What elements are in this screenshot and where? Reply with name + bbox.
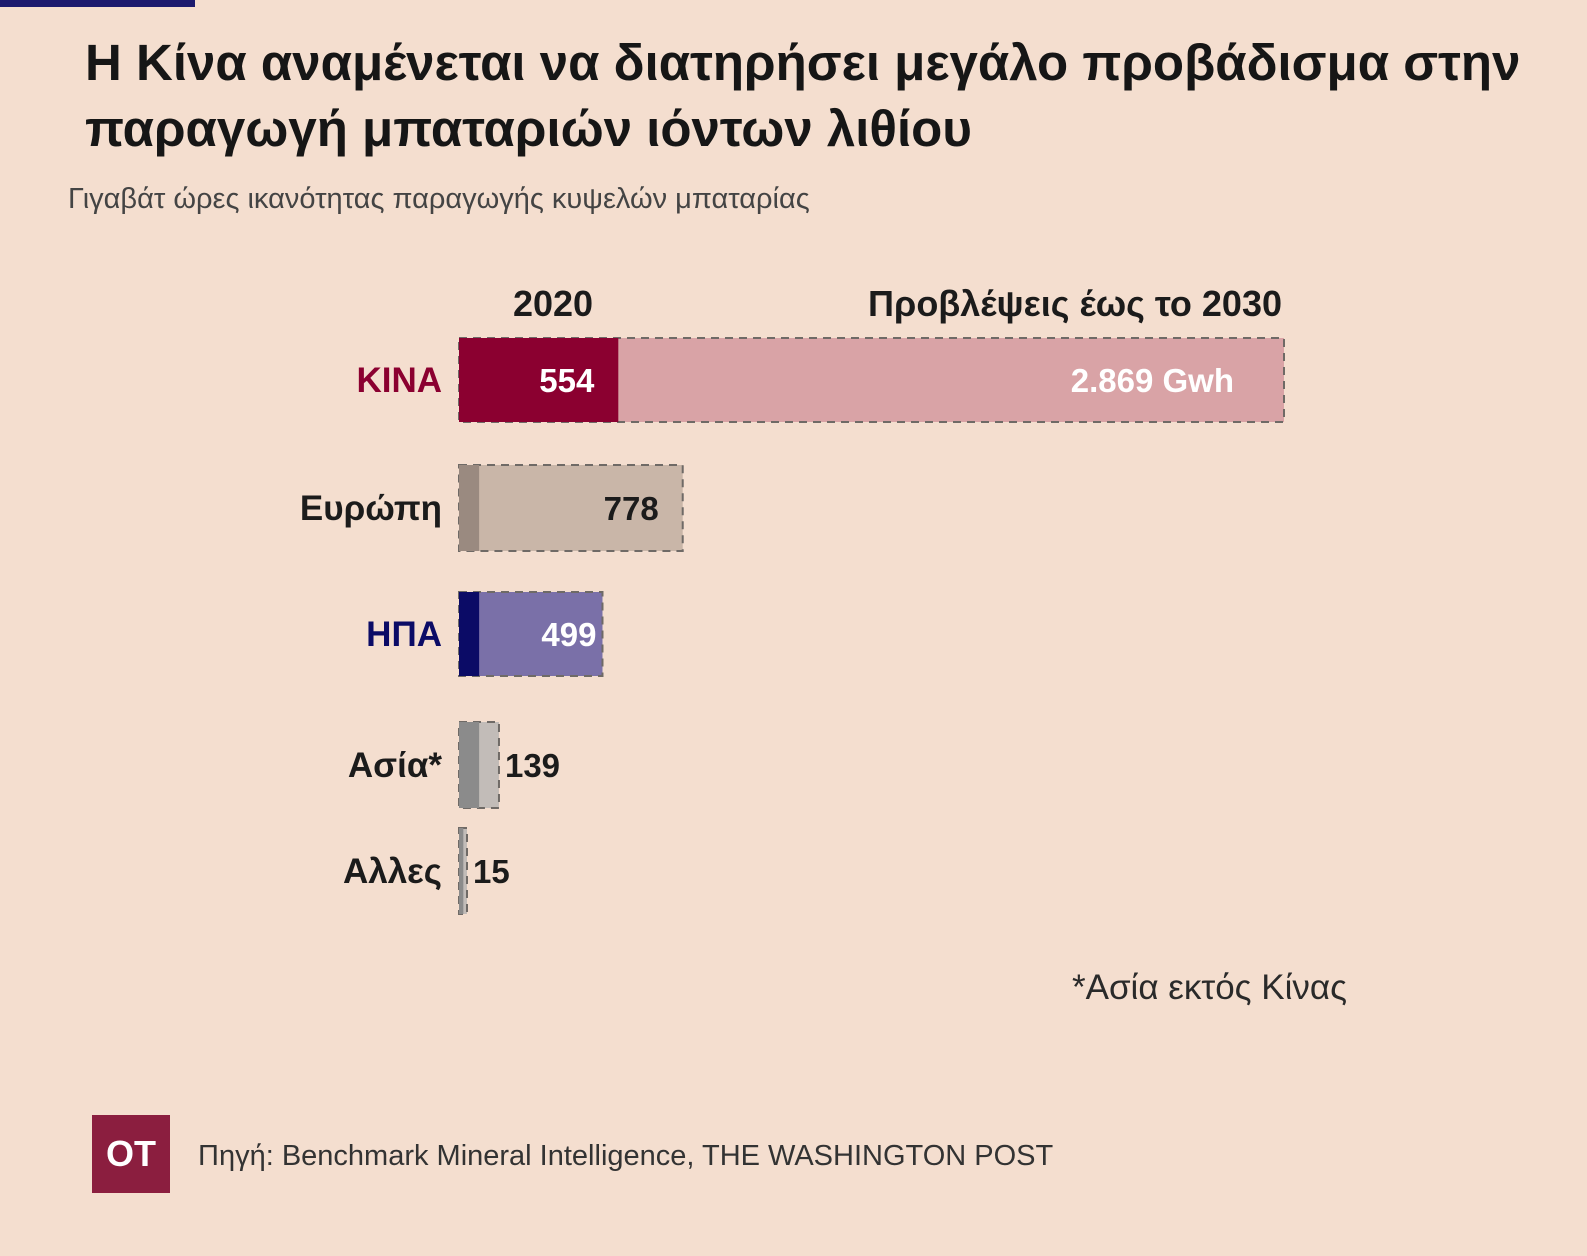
forecast-value-label: 139	[505, 747, 560, 784]
footnote: *Ασία εκτός Κίνας	[1071, 968, 1347, 1007]
bar-chart: 2020 Προβλέψεις έως το 2030 ΚΙΝΑ 554 2.869…	[300, 283, 1285, 915]
category-label: ΗΠΑ	[366, 615, 442, 654]
chart-title: Η Κίνα αναμένεται να διατηρήσει μεγάλο π…	[85, 34, 1521, 157]
category-label: Ευρώπη	[300, 489, 442, 528]
category-label: ΚΙΝΑ	[356, 361, 442, 400]
forecast-value-label: 499	[541, 616, 596, 653]
category-label: Ασία*	[348, 746, 442, 785]
forecast-value-label: 778	[604, 490, 659, 527]
source-note: Πηγή: Benchmark Mineral Intelligence, TH…	[198, 1140, 1054, 1172]
current-bar	[459, 338, 619, 422]
current-bar	[459, 465, 480, 551]
legend-current-label: 2020	[513, 283, 593, 324]
current-bar	[459, 722, 480, 808]
forecast-value-label: 15	[473, 853, 510, 890]
forecast-bar	[458, 464, 684, 552]
current-bar	[459, 828, 464, 914]
publisher-logo: ΟΤ	[92, 1115, 170, 1193]
category-label: Αλλες	[343, 852, 442, 891]
forecast-value-label: 2.869 Gwh	[1071, 362, 1234, 399]
current-bar	[459, 592, 480, 676]
current-value-label: 554	[539, 362, 595, 399]
accent-line	[0, 0, 195, 7]
chart-subtitle: Γιγαβάτ ώρες ικανότητας παραγωγής κυψελώ…	[68, 183, 810, 215]
legend-forecast-label: Προβλέψεις έως το 2030	[868, 283, 1282, 324]
bars-group: ΚΙΝΑ 554 2.869 Gwh Ευρώπη 778 ΗΠΑ 499 Ασία* 139 Α…	[300, 337, 1285, 915]
